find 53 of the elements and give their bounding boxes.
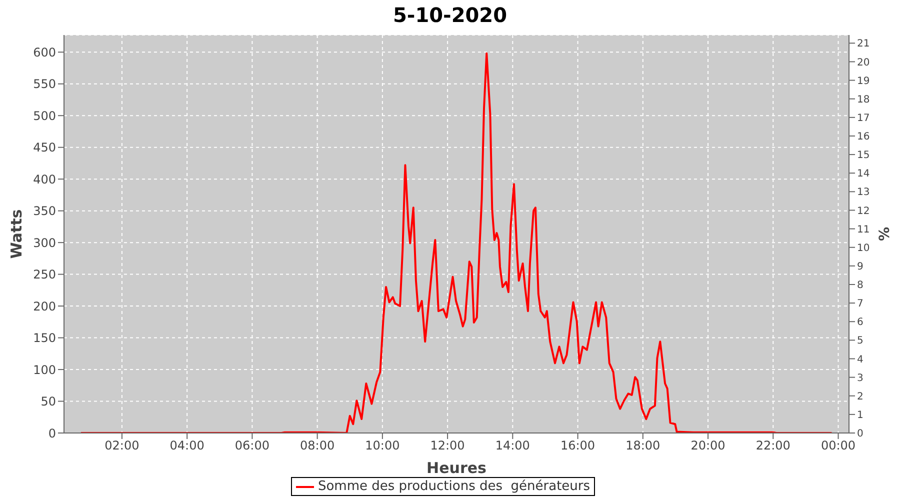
- x-tick-label: 08:00: [300, 438, 335, 453]
- y2-tick-label: 7: [857, 298, 864, 310]
- y-tick-label: 350: [33, 204, 56, 218]
- x-tick-label: 14:00: [495, 438, 530, 453]
- y-tick-label: 600: [33, 45, 56, 60]
- x-tick-label: 04:00: [170, 438, 204, 453]
- line-series: [80, 52, 833, 433]
- y2-tick-label: 19: [857, 76, 870, 87]
- y2-tick-label: 8: [857, 280, 864, 292]
- y2-axis-title: %: [876, 226, 893, 242]
- y-tick-label: 500: [33, 108, 56, 123]
- legend-label: Somme des productions des générateurs: [318, 479, 590, 494]
- y2-tick-label: 9: [857, 261, 864, 272]
- y-tick-label: 300: [33, 236, 56, 250]
- chart-title: 5-10-2020: [392, 2, 508, 29]
- y2-tick-label: 14: [857, 168, 870, 180]
- y2-tick-label: 0: [857, 428, 864, 440]
- y-tick-label: 100: [33, 362, 56, 377]
- x-tick-label: 16:00: [560, 438, 596, 453]
- y2-tick-label: 3: [857, 372, 864, 384]
- y2-tick-label: 16: [857, 132, 870, 143]
- y-axis-title: Watts: [7, 209, 26, 259]
- x-tick-label: 18:00: [626, 438, 660, 453]
- y2-tick-label: 6: [857, 317, 864, 328]
- y2-tick-label: 21: [857, 38, 870, 50]
- y-tick-label: 50: [40, 394, 56, 409]
- x-axis-title: Heures: [426, 459, 487, 477]
- y2-tick-label: 13: [857, 187, 870, 198]
- x-tick-label: 20:00: [690, 438, 726, 453]
- y-tick-label: 400: [33, 172, 56, 186]
- y2-tick-label: 15: [857, 150, 870, 162]
- x-tick-label: 22:00: [756, 438, 790, 453]
- y-tick-label: 150: [33, 331, 56, 346]
- y-tick-label: 200: [33, 299, 56, 314]
- x-tick-label: 12:00: [430, 438, 465, 453]
- y2-tick-label: 12: [857, 206, 870, 217]
- x-tick-label: 06:00: [234, 438, 270, 453]
- y2-tick-label: 11: [857, 224, 870, 236]
- y-tick-label: 450: [33, 140, 56, 155]
- x-tick-label: 00:00: [820, 438, 856, 453]
- x-tick-label: 10:00: [365, 438, 400, 453]
- y2-tick-label: 20: [857, 57, 870, 68]
- y2-tick-label: 1: [857, 410, 864, 421]
- y2-tick-label: 2: [857, 391, 864, 402]
- y2-tick-label: 18: [857, 94, 870, 106]
- y2-tick-label: 5: [857, 336, 864, 347]
- y-tick-label: 550: [33, 77, 56, 92]
- y2-tick-label: 17: [857, 112, 870, 124]
- y-tick-label: 250: [33, 268, 56, 282]
- x-tick-label: 02:00: [104, 438, 140, 453]
- y2-tick-label: 10: [857, 242, 870, 254]
- y-tick-label: 0: [48, 426, 56, 440]
- y2-tick-label: 4: [857, 354, 864, 366]
